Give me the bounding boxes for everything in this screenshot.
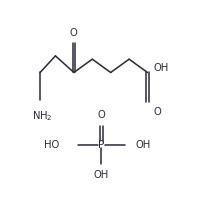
Text: NH$_2$: NH$_2$ [32, 109, 52, 123]
Text: O: O [154, 106, 161, 117]
Text: OH: OH [135, 140, 150, 150]
Text: OH: OH [154, 63, 169, 73]
Text: O: O [98, 110, 105, 120]
Text: OH: OH [94, 170, 109, 180]
Text: HO: HO [44, 140, 59, 150]
Text: O: O [70, 28, 78, 38]
Text: P: P [98, 140, 105, 150]
